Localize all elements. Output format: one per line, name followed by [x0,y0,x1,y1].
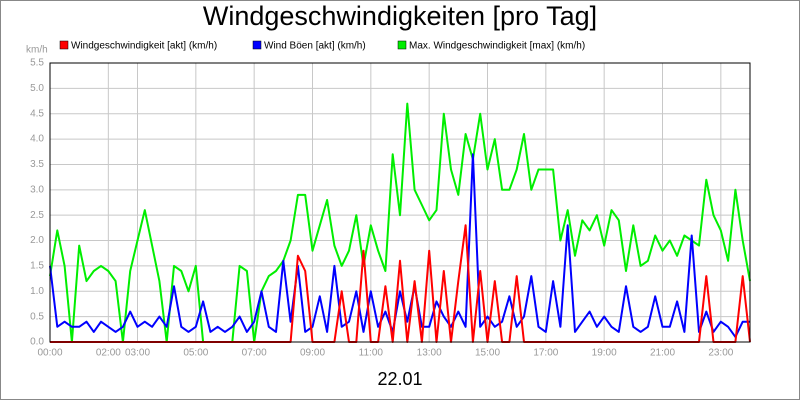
legend: Windgeschwindigkeit [akt] (km/h) Wind Böe… [59,40,585,52]
x-tick-label: 07:00 [242,348,267,359]
x-tick-label: 21:00 [650,348,675,359]
x-tick-label: 00:00 [37,348,62,359]
x-tick-label: 13:00 [417,348,442,359]
x-tick-label: 05:00 [183,348,208,359]
legend-label: Max. Windgeschwindigkeit [max] (km/h) [409,41,585,52]
x-tick-label: 17:00 [533,348,558,359]
y-tick-label: 1.5 [30,261,44,272]
x-label: 22.01 [377,369,422,389]
legend-swatch [252,40,262,50]
y-tick-label: 2.0 [30,235,44,246]
y-tick-label: 2.5 [30,210,44,221]
x-tick-label: 15:00 [475,348,500,359]
y-unit: km/h [26,45,48,56]
series-line [49,153,750,338]
x-tick-label: 23:00 [708,348,733,359]
x-tick-label: 09:00 [300,348,325,359]
y-tick-label: 4.5 [30,108,44,119]
y-tick-label: 3.5 [30,159,44,170]
legend-swatch [397,40,407,50]
legend-swatch [59,40,69,50]
y-tick-label: 1.0 [30,286,44,297]
x-tick-label: 02:00 [96,348,121,359]
plot-border [49,62,751,343]
y-tick-label: 5.0 [30,83,44,94]
legend-label: Windgeschwindigkeit [akt] (km/h) [71,41,217,52]
x-tick-label: 03:00 [125,348,150,359]
legend-label: Wind Böen [akt] (km/h) [264,41,366,52]
y-tick-label: 0.0 [30,337,44,348]
y-tick-label: 0.5 [30,311,44,322]
y-tick-label: 4.0 [30,134,44,145]
x-tick-label: 19:00 [592,348,617,359]
y-tick-label: 5.5 [30,58,44,69]
chart-title: Windgeschwindigkeiten [pro Tag] [203,1,597,31]
x-tick-label: 11:00 [359,348,384,359]
y-tick-label: 3.0 [30,184,44,195]
